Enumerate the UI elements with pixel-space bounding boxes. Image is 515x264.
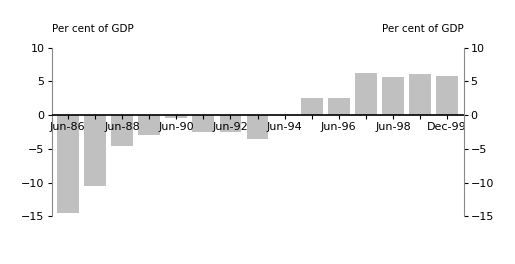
Bar [382, 77, 404, 115]
Bar [247, 115, 268, 139]
Bar [355, 73, 377, 115]
Bar [219, 115, 241, 132]
Bar [193, 115, 214, 132]
Bar [328, 98, 350, 115]
Text: Per cent of GDP: Per cent of GDP [52, 24, 133, 34]
Bar [436, 76, 458, 115]
Bar [138, 115, 160, 135]
Bar [301, 98, 322, 115]
Bar [84, 115, 106, 186]
Text: Per cent of GDP: Per cent of GDP [382, 24, 464, 34]
Bar [57, 115, 79, 213]
Bar [111, 115, 133, 145]
Bar [165, 115, 187, 119]
Bar [409, 74, 431, 115]
